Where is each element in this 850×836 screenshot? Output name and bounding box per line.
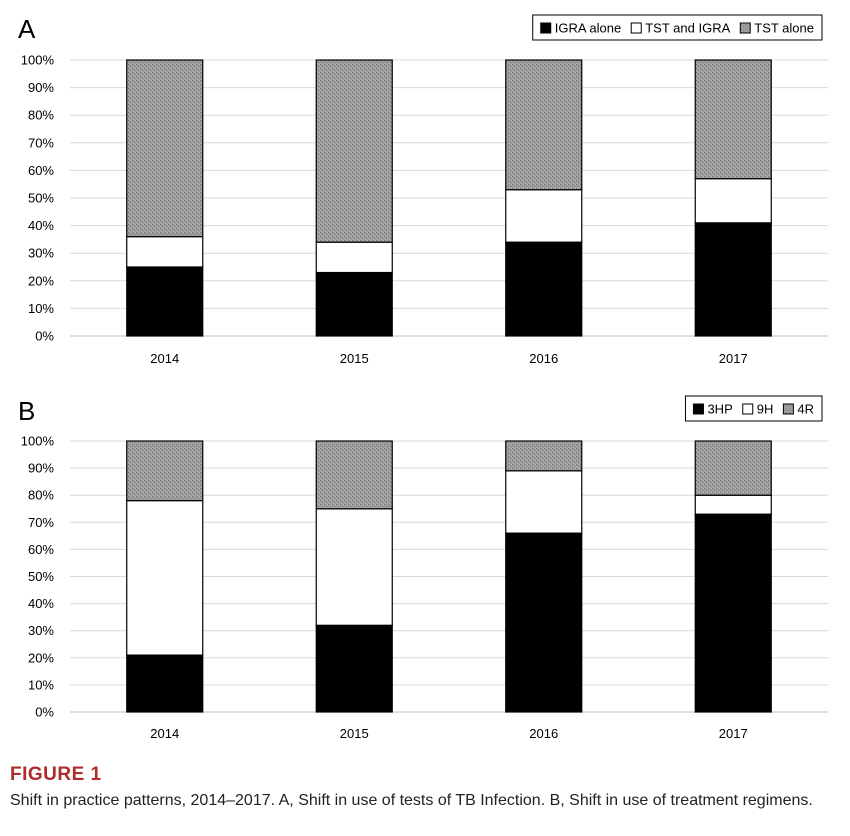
panel-label: B	[18, 396, 35, 426]
bar-segment-igra-alone	[315, 271, 393, 337]
bar-segment-3hp	[315, 624, 393, 713]
legend-swatch	[742, 403, 754, 415]
bar-segment-tst-alone	[315, 59, 393, 243]
y-tick-label: 70%	[28, 515, 54, 530]
y-tick-label: 60%	[28, 542, 54, 557]
bar-segment-tst-alone	[694, 59, 772, 180]
legend-swatch	[630, 22, 642, 34]
bar-segment-3hp	[126, 654, 204, 713]
x-category-label: 2014	[150, 351, 179, 366]
legend-swatch	[739, 22, 751, 34]
bar-segment-igra-alone	[126, 266, 204, 337]
x-category-label: 2017	[719, 726, 748, 741]
bar-segment-4r	[126, 440, 204, 502]
y-tick-label: 80%	[28, 488, 54, 503]
bar-segment-tst-and-igra	[126, 236, 204, 268]
y-tick-label: 90%	[28, 461, 54, 476]
bar-segment-tst-alone	[505, 59, 583, 191]
y-tick-label: 50%	[28, 191, 54, 206]
bar-segment-4r	[315, 440, 393, 510]
x-category-label: 2017	[719, 351, 748, 366]
y-tick-label: 20%	[28, 650, 54, 665]
bar-segment-9h	[505, 470, 583, 534]
chart-b: B 0% 10% 20% 30% 40% 50% 60% 70% 80% 90% 100% 2014 20…	[18, 395, 828, 741]
bar-segment-9h	[694, 494, 772, 515]
bar-segment-4r	[505, 440, 583, 472]
y-tick-label: 100%	[21, 53, 55, 68]
legend-entry-label: TST and IGRA	[645, 21, 730, 36]
legend-entry-label: 4R	[797, 402, 814, 417]
y-tick-label: 40%	[28, 596, 54, 611]
chart-a: A 0% 10% 20% 30% 40% 50% 60% 70% 80% 90% 100% 2014 20…	[18, 14, 828, 366]
legend-swatch	[540, 22, 552, 34]
y-tick-label: 100%	[21, 434, 55, 449]
legend-entry-label: 3HP	[707, 402, 732, 417]
bar-segment-tst-and-igra	[694, 178, 772, 224]
x-category-label: 2015	[340, 351, 369, 366]
legend-entry-label: 9H	[757, 402, 774, 417]
y-tick-label: 30%	[28, 623, 54, 638]
bar-segment-igra-alone	[694, 222, 772, 337]
legend-frame	[684, 395, 823, 422]
figure-label: FIGURE 1	[10, 764, 102, 785]
panel-label: A	[18, 14, 36, 44]
y-tick-label: 80%	[28, 108, 54, 123]
y-tick-label: 50%	[28, 569, 54, 584]
bar-segment-tst-and-igra	[505, 189, 583, 243]
bar-segment-9h	[126, 500, 204, 656]
bar-segment-4r	[694, 440, 772, 496]
y-tick-label: 90%	[28, 80, 54, 95]
y-tick-label: 60%	[28, 163, 54, 178]
y-tick-label: 20%	[28, 273, 54, 288]
figure-chart-area: A 0% 10% 20% 30% 40% 50% 60% 70% 80% 90% 100% 2014 20…	[18, 14, 828, 741]
bar-segment-tst-and-igra	[315, 241, 393, 274]
legend: IGRA alone TST and IGRA TST alone	[532, 14, 823, 41]
y-tick-label: 70%	[28, 135, 54, 150]
legend-swatch	[782, 403, 794, 415]
bar-segment-igra-alone	[505, 241, 583, 337]
bar-segment-3hp	[694, 513, 772, 713]
legend-swatch	[692, 403, 704, 415]
y-tick-label: 10%	[28, 677, 54, 692]
y-tick-label: 10%	[28, 301, 54, 316]
y-tick-label: 30%	[28, 246, 54, 261]
legend: 3HP 9H 4R	[684, 395, 823, 422]
legend-frame	[532, 14, 823, 41]
y-tick-label: 40%	[28, 218, 54, 233]
y-tick-label: 0%	[35, 329, 54, 344]
y-tick-label: 0%	[35, 705, 54, 720]
bar-segment-3hp	[505, 532, 583, 713]
x-category-label: 2016	[529, 351, 558, 366]
legend-entry-label: TST alone	[754, 21, 814, 36]
bar-segment-tst-alone	[126, 59, 204, 238]
x-category-label: 2014	[150, 726, 179, 741]
x-category-label: 2015	[340, 726, 369, 741]
figure-caption: Shift in practice patterns, 2014–2017. A…	[10, 792, 813, 809]
x-category-label: 2016	[529, 726, 558, 741]
bar-segment-9h	[315, 508, 393, 626]
legend-entry-label: IGRA alone	[555, 21, 622, 36]
